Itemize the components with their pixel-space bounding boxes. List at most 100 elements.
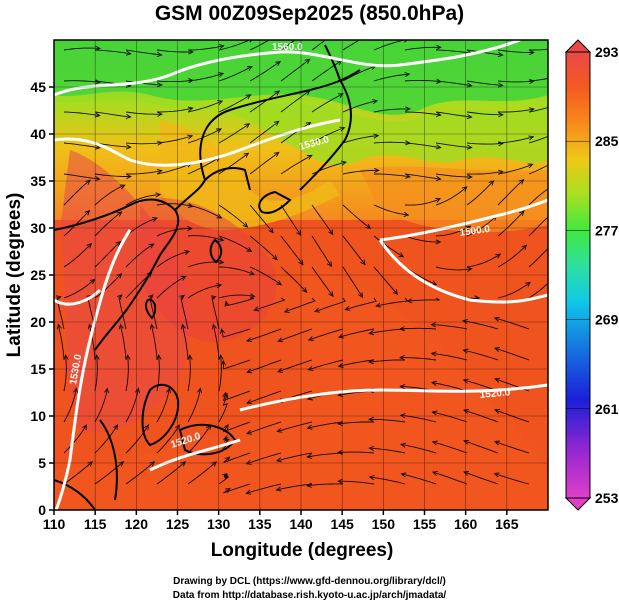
streamline — [369, 476, 406, 485]
streamline-arrow — [56, 323, 62, 330]
streamline-arrow — [125, 113, 132, 120]
streamline-arrow — [518, 179, 525, 185]
streamline-arrow — [216, 213, 223, 219]
streamline-arrow — [463, 409, 470, 414]
colorbar-scale — [565, 51, 591, 499]
streamline — [373, 204, 409, 216]
streamline-arrow — [246, 66, 253, 71]
streamline-arrow — [495, 253, 502, 259]
streamline-arrow — [94, 354, 100, 360]
streamline — [311, 204, 334, 235]
streamline — [125, 111, 162, 115]
streamline — [338, 328, 375, 338]
streamline-arrow — [493, 440, 500, 446]
streamline-arrow — [104, 387, 110, 394]
streamline-arrow — [403, 211, 410, 218]
streamline — [528, 106, 548, 113]
streamline-arrow — [462, 378, 469, 384]
streamline-arrow — [115, 240, 122, 247]
y-tick-label: 15 — [30, 361, 46, 377]
streamline — [528, 164, 548, 175]
streamline — [218, 40, 251, 51]
streamline-arrow — [116, 211, 123, 217]
streamline — [528, 188, 548, 206]
streamline — [311, 266, 334, 297]
streamline-arrow — [147, 294, 154, 300]
streamline-arrow — [268, 227, 274, 234]
streamline — [278, 328, 313, 342]
x-axis-title: Longitude (degrees) — [211, 540, 394, 561]
colorbar-tick-label: 261 — [595, 401, 619, 417]
streamline — [404, 235, 441, 243]
streamline — [125, 424, 149, 454]
streamline-arrow — [525, 281, 531, 287]
streamline — [311, 60, 342, 82]
streamline-arrow — [493, 472, 500, 478]
streamline-arrow — [497, 82, 504, 88]
streamline-arrow — [246, 429, 252, 435]
streamline — [342, 204, 371, 229]
streamline — [63, 111, 100, 117]
streamline — [187, 388, 201, 423]
streamline — [125, 49, 162, 56]
streamline-arrow — [156, 51, 163, 58]
streamline — [277, 359, 313, 373]
x-tick-label: 150 — [372, 516, 396, 532]
contour-label: 1520.0 — [479, 387, 511, 401]
y-tick-label: 20 — [30, 314, 46, 330]
streamline-arrow — [246, 399, 253, 405]
streamline — [342, 65, 376, 82]
streamline — [404, 79, 441, 83]
streamline — [125, 355, 129, 392]
streamline-arrow — [276, 280, 283, 286]
streamline — [181, 324, 189, 361]
y-tick-label: 45 — [30, 79, 46, 95]
streamline — [63, 142, 100, 149]
streamline-arrow — [304, 58, 311, 64]
colorbar-top-arrow — [564, 39, 592, 53]
streamline-arrow — [156, 168, 163, 174]
streamline-arrow — [399, 354, 405, 361]
streamline-arrow — [272, 254, 278, 261]
x-tick-label: 160 — [454, 516, 478, 532]
streamline-arrow — [245, 94, 252, 100]
streamline-arrow — [400, 472, 407, 478]
colorbar-tick-label: 293 — [595, 44, 619, 60]
x-tick-label: 130 — [207, 516, 231, 532]
streamline-arrow — [87, 461, 94, 467]
streamline — [63, 279, 95, 299]
streamline — [369, 447, 406, 454]
streamline — [280, 204, 302, 236]
streamline — [249, 235, 278, 260]
streamline — [342, 169, 379, 175]
credit-data: Data from http://database.rish.kyoto-u.a… — [172, 590, 447, 601]
streamline-arrow — [84, 209, 91, 216]
streamline-arrow — [220, 359, 226, 366]
streamline — [63, 210, 90, 237]
streamline-arrow — [180, 461, 187, 467]
streamline-arrow — [224, 456, 231, 462]
streamline — [463, 440, 499, 454]
streamline — [221, 328, 251, 338]
streamline — [218, 204, 248, 228]
contour-label: 1500.0 — [459, 224, 491, 239]
streamline-arrow — [149, 461, 156, 467]
streamline-arrow — [550, 242, 555, 247]
streamline-arrow — [344, 305, 351, 311]
streamline — [249, 120, 280, 144]
streamline — [125, 461, 155, 485]
streamline — [94, 241, 121, 268]
streamline — [373, 266, 398, 295]
streamline-arrow — [118, 461, 125, 467]
coastlines — [54, 44, 361, 510]
streamline-arrow — [462, 348, 469, 354]
streamline-arrow — [463, 439, 470, 445]
streamline-arrow — [243, 152, 250, 158]
streamline-arrow — [63, 354, 69, 360]
streamline — [246, 452, 282, 465]
streamline — [494, 441, 530, 454]
streamline — [307, 421, 344, 429]
streamline — [223, 483, 251, 494]
streamline — [94, 461, 124, 485]
streamline-arrow — [552, 183, 557, 187]
